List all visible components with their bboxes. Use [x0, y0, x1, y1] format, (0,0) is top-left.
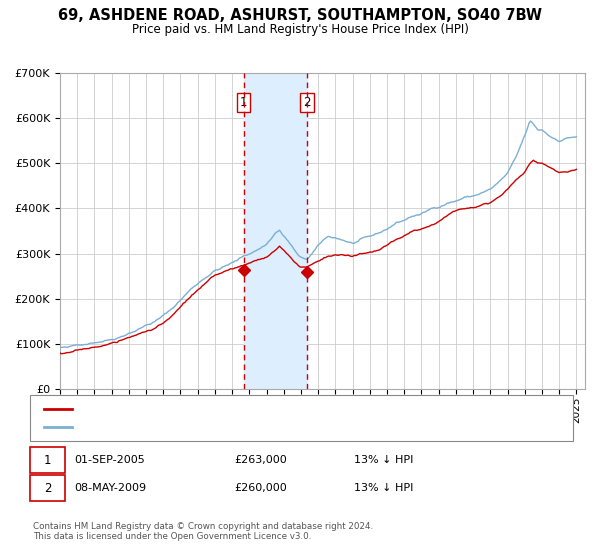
Text: HPI: Average price, detached house, New Forest: HPI: Average price, detached house, New … [78, 422, 318, 432]
Text: 1: 1 [240, 96, 247, 109]
Bar [244, 73, 307, 389]
Text: £260,000: £260,000 [234, 483, 287, 493]
Text: 2: 2 [44, 482, 51, 495]
Text: 13% ↓ HPI: 13% ↓ HPI [354, 455, 413, 465]
Text: 01-SEP-2005: 01-SEP-2005 [74, 455, 145, 465]
Text: 1: 1 [44, 454, 51, 467]
Text: Contains HM Land Registry data © Crown copyright and database right 2024.
This d: Contains HM Land Registry data © Crown c… [33, 522, 373, 542]
Text: 13% ↓ HPI: 13% ↓ HPI [354, 483, 413, 493]
Text: 08-MAY-2009: 08-MAY-2009 [74, 483, 146, 493]
Text: Price paid vs. HM Land Registry's House Price Index (HPI): Price paid vs. HM Land Registry's House … [131, 22, 469, 36]
Text: 69, ASHDENE ROAD, ASHURST, SOUTHAMPTON, SO40 7BW (detached house): 69, ASHDENE ROAD, ASHURST, SOUTHAMPTON, … [78, 404, 464, 414]
Text: £263,000: £263,000 [234, 455, 287, 465]
Text: 2: 2 [304, 96, 311, 109]
Text: 69, ASHDENE ROAD, ASHURST, SOUTHAMPTON, SO40 7BW: 69, ASHDENE ROAD, ASHURST, SOUTHAMPTON, … [58, 8, 542, 23]
